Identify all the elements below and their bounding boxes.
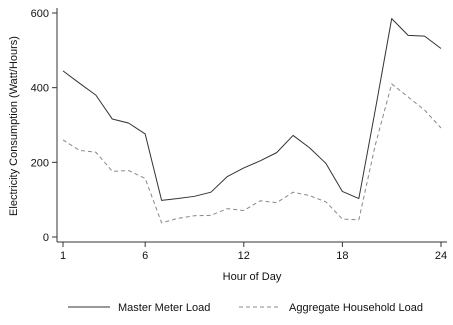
- legend-label-master-meter-load: Master Meter Load: [118, 302, 210, 314]
- y-tick-label: 600: [31, 8, 49, 20]
- y-ticks: 0 200 400 600: [31, 8, 57, 244]
- y-tick-label: 400: [31, 83, 49, 95]
- legend: Master Meter Load Aggregate Household Lo…: [68, 302, 423, 314]
- series-lines: [62, 18, 442, 224]
- x-ticks: 1 6 12 18 24: [60, 242, 447, 262]
- x-tick-label: 24: [435, 250, 447, 262]
- x-tick-label: 18: [336, 250, 348, 262]
- y-tick-label: 0: [43, 232, 49, 244]
- x-axis-label: Hour of Day: [223, 271, 282, 283]
- y-axis-label: Electricity Consumption (Watt/Hours): [8, 36, 20, 216]
- series-line-master-meter-load: [62, 18, 442, 201]
- legend-label-aggregate-household-load: Aggregate Household Load: [289, 302, 423, 314]
- x-tick-label: 1: [60, 250, 66, 262]
- series-line-aggregate-household-load: [62, 83, 442, 224]
- x-tick-label: 12: [238, 250, 250, 262]
- y-tick-label: 200: [31, 157, 49, 169]
- axes: [56, 8, 447, 243]
- x-tick-label: 6: [142, 250, 148, 262]
